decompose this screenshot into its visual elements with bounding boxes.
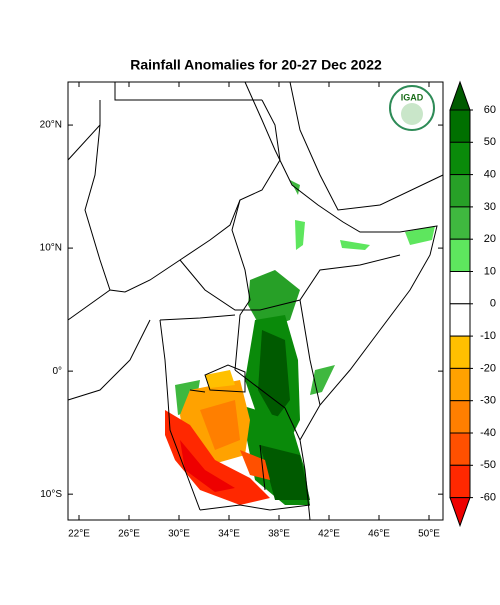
colorbar-label: 60 — [484, 104, 496, 116]
colorbar-label: -10 — [480, 330, 496, 342]
boundaries — [67, 81, 444, 521]
colorbar-label: -20 — [480, 362, 496, 374]
lat-tick-label: 10°N — [40, 243, 62, 254]
anomaly-fields — [165, 180, 435, 505]
colorbar-box — [449, 303, 471, 337]
logo: IGAD — [389, 85, 435, 131]
colorbar-label: 30 — [484, 201, 496, 213]
colorbar-label: -60 — [480, 492, 496, 504]
colorbar-box — [449, 109, 471, 143]
colorbar-label: 0 — [490, 298, 496, 310]
colorbar-box — [449, 271, 471, 305]
colorbar-label: 10 — [484, 265, 496, 277]
colorbar-label: -50 — [480, 459, 496, 471]
colorbar-box — [449, 400, 471, 434]
map-area: IGAD — [67, 81, 444, 521]
lon-tick-label: 50°E — [418, 529, 440, 540]
map-frame — [67, 81, 444, 521]
map-title: Rainfall Anomalies for 20-27 Dec 2022 — [130, 57, 382, 73]
colorbar-box — [449, 174, 471, 208]
colorbar-box — [449, 238, 471, 272]
colorbar-box — [449, 464, 471, 499]
colorbar-label: 50 — [484, 136, 496, 148]
lon-tick-label: 34°E — [218, 529, 240, 540]
lon-tick-label: 38°E — [268, 529, 290, 540]
colorbar-label: -30 — [480, 395, 496, 407]
lon-tick-label: 22°E — [68, 529, 90, 540]
colorbar-label: -40 — [480, 427, 496, 439]
lon-tick-label: 30°E — [168, 529, 190, 540]
colorbar-box — [449, 367, 471, 402]
lon-tick-label: 26°E — [118, 529, 140, 540]
logo-text: IGAD — [401, 92, 424, 102]
colorbar-box — [449, 206, 471, 240]
colorbar-box — [449, 432, 471, 466]
colorbar-box — [449, 141, 471, 176]
lat-tick-label: 20°N — [40, 120, 62, 131]
colorbar-label: 20 — [484, 233, 496, 245]
lon-tick-label: 42°E — [318, 529, 340, 540]
lat-tick-label: 10°S — [40, 489, 62, 500]
colorbar-cap — [449, 497, 471, 528]
colorbar-cap — [449, 80, 471, 111]
colorbar-label: 40 — [484, 169, 496, 181]
lon-tick-label: 46°E — [368, 529, 390, 540]
colorbar-box — [449, 335, 471, 369]
lat-tick-label: 0° — [52, 366, 62, 377]
